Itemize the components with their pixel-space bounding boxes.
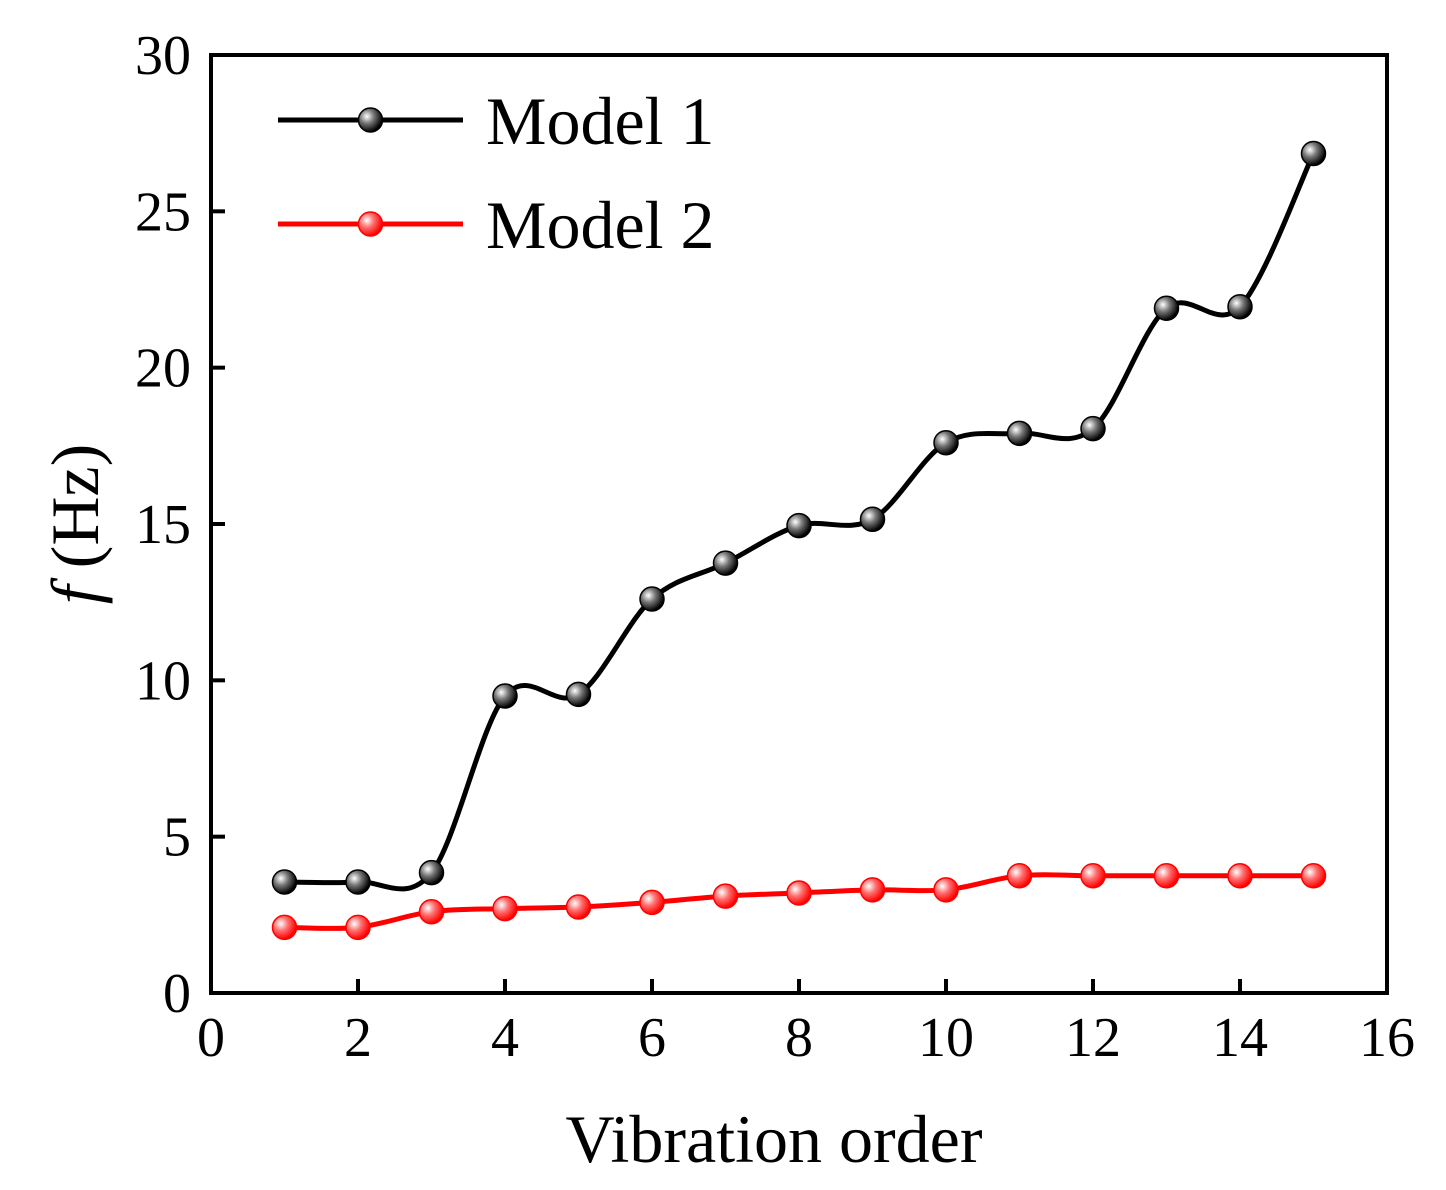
legend-model-2-marker	[357, 211, 384, 237]
x-tick-label-10: 10	[918, 1007, 974, 1069]
model-1-point-1	[271, 869, 298, 895]
model-1-point-5	[565, 681, 592, 708]
model-1-point-10	[933, 429, 959, 456]
legend-model-1-label: Model 1	[486, 83, 715, 159]
model-1-point-11	[1006, 420, 1033, 447]
labels-layer: 0 2 4 6 8 10 12 14 16 0 5 10 15 20 25 30 Vibration order…	[37, 25, 1415, 1177]
x-tick-label-14: 14	[1212, 1007, 1268, 1069]
legend-model-1-marker	[357, 107, 384, 133]
model-1-point-7	[712, 550, 739, 576]
y-tick-label-30: 30	[135, 25, 191, 87]
x-tick-label-4: 4	[491, 1007, 519, 1069]
model-2-point-7	[712, 883, 739, 909]
x-tick-label-8: 8	[785, 1007, 813, 1069]
model-2-point-14	[1227, 863, 1253, 889]
series-layer	[271, 140, 1327, 941]
model-1-point-12	[1080, 415, 1106, 442]
model-1-point-9	[859, 506, 886, 533]
legend-model-2-label: Model 2	[486, 187, 715, 263]
y-tick-label-0: 0	[163, 963, 191, 1025]
x-tick-label-16: 16	[1359, 1007, 1415, 1069]
model-2-point-3	[418, 898, 445, 925]
model-2-point-5	[565, 894, 592, 920]
x-tick-label-12: 12	[1065, 1007, 1121, 1069]
model-2-point-2	[345, 914, 371, 941]
model-2-point-13	[1153, 863, 1180, 889]
axes-layer	[209, 53, 1389, 995]
model-1-point-13	[1153, 295, 1180, 322]
x-tick-label-0: 0	[197, 1007, 225, 1069]
y-tick-label-15: 15	[135, 494, 191, 556]
model-2-point-8	[786, 880, 812, 906]
model-1-point-2	[345, 869, 371, 895]
model-1-point-3	[418, 859, 445, 886]
y-axis-title: f (Hz)	[37, 444, 113, 604]
model-1-point-8	[786, 512, 812, 539]
model-2-point-12	[1080, 863, 1106, 889]
model-2-point-15	[1300, 863, 1327, 889]
x-axis-title: Vibration order	[566, 1101, 983, 1177]
model-1-point-6	[639, 586, 665, 612]
x-tick-label-6: 6	[638, 1007, 666, 1069]
model-1-point-15	[1300, 140, 1327, 167]
y-tick-label-25: 25	[135, 181, 191, 243]
legend: Model 1 Model 2	[278, 83, 715, 263]
y-tick-label-10: 10	[135, 650, 191, 712]
x-tick-label-2: 2	[344, 1007, 372, 1069]
y-tick-label-5: 5	[163, 807, 191, 869]
model-1-point-4	[492, 683, 518, 709]
model-2-point-6	[639, 889, 665, 916]
y-tick-label-20: 20	[135, 338, 191, 400]
model-1-point-14	[1227, 293, 1253, 320]
model-2-point-1	[271, 914, 298, 941]
model-2-point-11	[1006, 863, 1033, 889]
model-2-point-10	[933, 877, 959, 903]
y-axis-title-unit: (Hz)	[37, 444, 113, 586]
model-2-point-4	[492, 895, 518, 922]
model-2-point-9	[859, 877, 886, 903]
